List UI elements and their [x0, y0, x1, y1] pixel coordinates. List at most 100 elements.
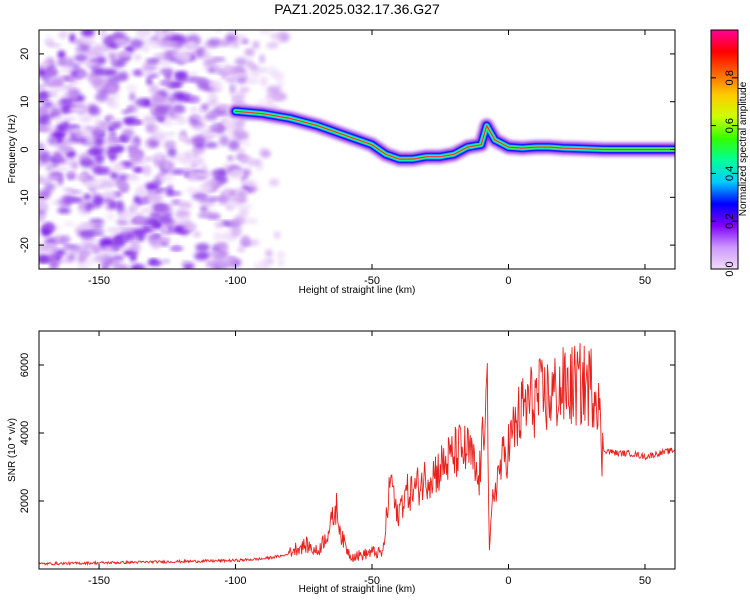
noise-blob	[240, 139, 251, 147]
noise-blob	[80, 243, 95, 248]
noise-blob	[91, 44, 108, 55]
noise-blob	[132, 228, 148, 238]
noise-blob	[200, 163, 208, 172]
noise-blob	[50, 106, 63, 116]
noise-blob	[276, 78, 285, 88]
noise-blob	[219, 135, 230, 147]
noise-blob	[227, 155, 234, 161]
noise-blob	[200, 206, 208, 212]
noise-blob	[107, 48, 117, 54]
noise-blob	[231, 93, 245, 101]
noise-blob	[109, 139, 117, 148]
noise-blob	[128, 144, 138, 155]
noise-blob	[100, 179, 116, 189]
noise-blob	[189, 97, 201, 104]
noise-blob	[122, 128, 134, 137]
noise-blob	[138, 197, 153, 203]
snr-y-tick-label: 2000	[19, 489, 31, 513]
noise-blob	[167, 147, 177, 157]
noise-blob	[81, 39, 96, 47]
noise-blob	[173, 71, 187, 79]
colorbar-axis: 0.0 0.2 0.4 0.6 0.8	[711, 70, 738, 277]
noise-blob	[178, 152, 186, 162]
noise-blob	[93, 253, 110, 263]
noise-blob	[192, 158, 202, 166]
noise-blob	[118, 135, 131, 142]
noise-blob	[111, 236, 125, 248]
noise-blob	[79, 248, 91, 260]
noise-blob	[129, 151, 144, 163]
noise-blob	[175, 52, 191, 63]
noise-blob	[45, 174, 61, 181]
snr-x-title: Height of straight line (km)	[299, 584, 416, 595]
noise-blob	[218, 234, 228, 239]
noise-blob	[169, 82, 183, 88]
noise-blob	[266, 42, 279, 49]
noise-blob	[231, 229, 240, 238]
noise-blob	[162, 30, 169, 33]
noise-blob	[64, 247, 79, 254]
noise-blob	[163, 116, 174, 127]
noise-blob	[159, 80, 169, 86]
noise-blob	[173, 243, 180, 253]
noise-blob	[57, 50, 66, 59]
noise-blob	[110, 171, 119, 180]
noise-blob	[258, 98, 266, 105]
snr-x-tick-label: -150	[88, 575, 110, 587]
noise-blob	[234, 123, 244, 133]
snr-panel: -150 -100 -50 0 50 2000 4000 6000 Height of st…	[7, 330, 676, 595]
noise-blob	[177, 201, 193, 209]
noise-blob	[89, 129, 102, 138]
chart-title: PAZ1.2025.032.17.36.G27	[274, 1, 440, 17]
noise-blob	[57, 165, 70, 172]
noise-blob	[39, 94, 49, 103]
noise-blob	[83, 179, 100, 188]
noise-blob	[88, 105, 100, 116]
noise-blob	[112, 255, 125, 262]
noise-blob	[152, 53, 166, 60]
noise-blob	[238, 204, 254, 209]
noise-blob	[41, 227, 51, 237]
noise-blob	[225, 200, 242, 209]
spectrogram-ridge	[227, 103, 675, 168]
noise-blob	[224, 77, 240, 82]
noise-blob	[200, 201, 214, 207]
spectrogram-x-tick-label: -150	[88, 275, 110, 287]
noise-blob	[249, 64, 259, 71]
noise-blob	[153, 151, 164, 162]
noise-blob	[95, 55, 107, 65]
noise-blob	[204, 211, 212, 217]
noise-blob	[209, 126, 225, 132]
spectrogram-x-axis: -150 -100 -50 0 50	[88, 30, 651, 287]
noise-blob	[177, 92, 191, 102]
colorbar-tick-label: 0.2	[724, 214, 736, 229]
noise-blob	[108, 200, 118, 210]
noise-blob	[259, 259, 271, 269]
noise-blob	[67, 157, 75, 167]
noise-blob	[195, 48, 204, 58]
noise-blob	[118, 211, 134, 219]
noise-blob	[47, 89, 60, 99]
noise-blob	[161, 160, 172, 172]
noise-blob	[158, 175, 175, 181]
noise-blob	[39, 152, 52, 164]
colorbar-tick-label: 0.6	[724, 118, 736, 133]
noise-blob	[149, 211, 161, 218]
noise-blob	[92, 77, 107, 86]
noise-blob	[126, 85, 138, 91]
noise-blob	[109, 228, 125, 235]
noise-blob	[102, 191, 118, 199]
noise-blob	[99, 237, 114, 248]
noise-blob	[259, 54, 266, 64]
noise-blob	[67, 252, 76, 262]
noise-blob	[159, 235, 171, 245]
snr-y-tick-label: 6000	[19, 353, 31, 377]
noise-blob	[106, 95, 114, 106]
noise-blob	[252, 40, 260, 50]
noise-blob	[63, 91, 79, 98]
noise-blob	[168, 94, 177, 104]
noise-blob	[224, 34, 238, 43]
noise-blob	[153, 203, 169, 213]
noise-blob	[61, 234, 71, 245]
noise-blob	[232, 73, 249, 78]
